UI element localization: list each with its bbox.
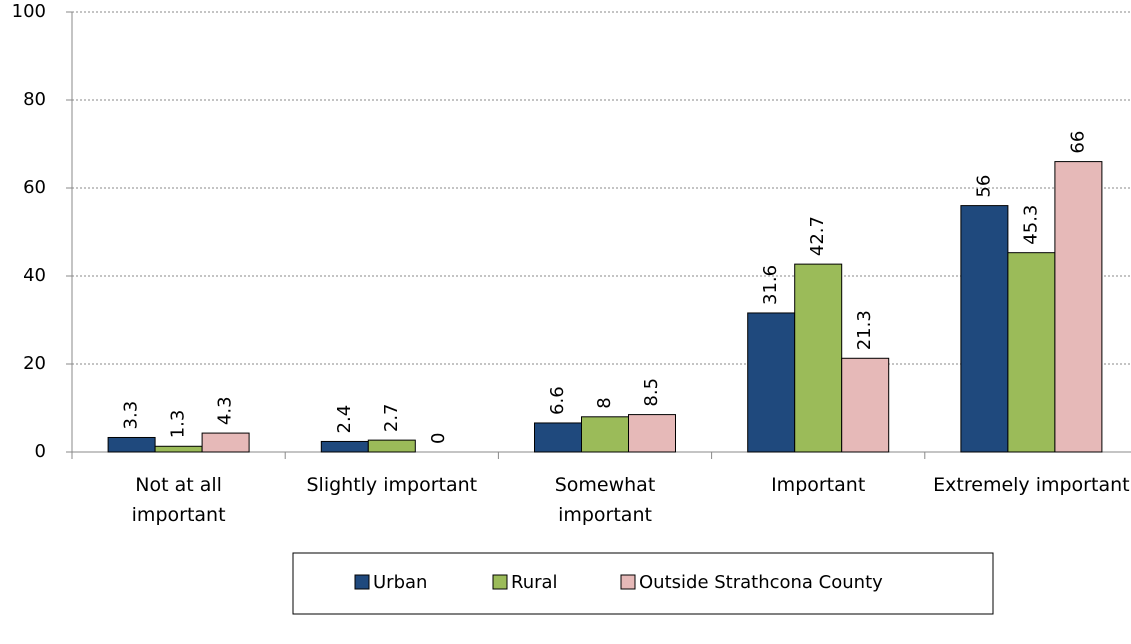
value-label: 6.6 (547, 386, 568, 415)
legend-swatch (354, 574, 370, 590)
bar (747, 312, 796, 453)
value-label: 56 (973, 175, 994, 198)
value-label: 2.7 (381, 403, 402, 432)
bar (201, 432, 250, 453)
y-tick-label: 60 (23, 177, 46, 198)
bar (367, 439, 416, 453)
value-label: 2.4 (334, 405, 355, 434)
x-tick-label: Not at all important (131, 474, 226, 526)
value-label: 4.3 (215, 396, 236, 425)
y-tick-label: 100 (12, 1, 46, 22)
legend-swatch (492, 574, 508, 590)
value-label: 8.5 (641, 378, 662, 407)
value-label: 42.7 (807, 216, 828, 256)
y-tick-label: 0 (35, 441, 46, 462)
x-tick-label: Somewhat important (554, 474, 656, 526)
bar (1007, 252, 1056, 453)
value-label: 3.3 (121, 401, 142, 430)
value-label: 45.3 (1020, 205, 1041, 245)
bar (794, 263, 843, 453)
value-label: 8 (594, 397, 615, 408)
bar (534, 422, 582, 453)
x-tick-label: Slightly important (306, 474, 478, 496)
value-label: 31.6 (760, 265, 781, 305)
value-label: 0 (428, 433, 449, 444)
bar (581, 416, 629, 453)
x-tick-label: Important (771, 474, 866, 496)
value-label: 21.3 (854, 310, 875, 350)
legend-label: Urban (373, 572, 427, 593)
value-label: 66 (1067, 131, 1088, 154)
y-tick-label: 80 (23, 89, 46, 110)
bar (154, 445, 203, 453)
bar (841, 357, 890, 453)
legend-label: Rural (511, 572, 558, 593)
value-label: 1.3 (168, 410, 189, 439)
y-tick-label: 40 (23, 265, 46, 286)
bar (320, 440, 369, 453)
y-tick-label: 20 (23, 353, 46, 374)
bar (1054, 161, 1103, 453)
x-tick-label: Extremely important (933, 474, 1130, 496)
bar (960, 205, 1009, 453)
bar (107, 436, 156, 453)
legend-box (292, 552, 994, 615)
legend-swatch (620, 574, 636, 590)
legend-label: Outside Strathcona County (639, 572, 883, 593)
bar (628, 414, 676, 453)
